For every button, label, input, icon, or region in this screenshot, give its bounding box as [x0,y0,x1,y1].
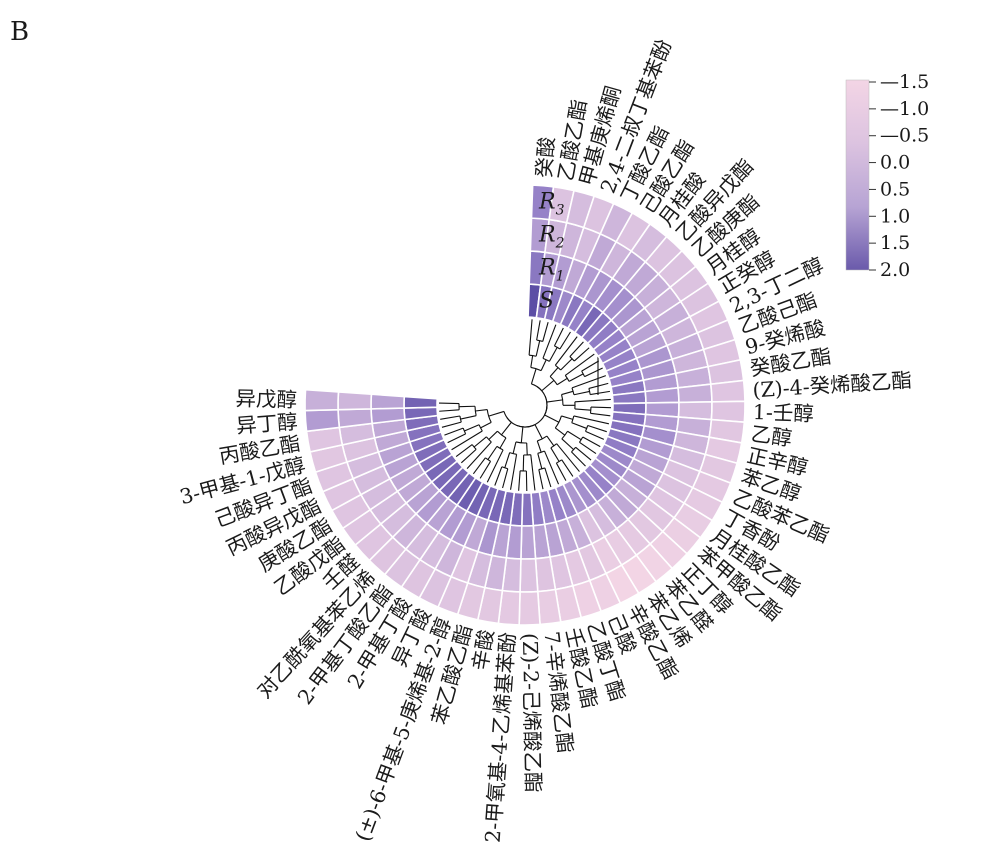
legend-label: 1.5 [880,232,910,254]
compound-label: 癸酸 [532,136,559,179]
heatmap-cell [337,391,373,411]
heatmap-cell [520,491,535,527]
heatmap-cell [677,383,713,404]
compound-label: 乙醇 [750,422,794,451]
legend-label: —0.5 [880,125,929,147]
legend-colorbar [845,79,870,271]
compound-label: 1-壬醇 [753,400,815,426]
heatmap-cell [370,393,406,410]
compound-label: 异丁醇 [235,410,298,438]
heatmap-cell [337,408,373,429]
legend-label: 2.0 [880,259,910,281]
color-legend: —1.5 —1.0 —0.5 0.0 0.5 1.0 1.5 2.0 [845,71,929,281]
heatmap-cell [709,379,746,403]
heatmap-cells [304,184,746,626]
ring-label: R3 [538,190,565,219]
heatmap-cell [403,395,439,409]
ring-labels: S R1 R2 R3 [538,190,565,314]
legend-label: —1.0 [880,98,929,120]
compound-label: (Z)-2-己烯酸乙酯 [518,633,545,793]
heatmap-cell [520,524,537,560]
ring-label: S [539,289,554,314]
heatmap-cell [518,590,541,626]
legend-label: —1.5 [880,71,929,93]
heatmap-cell [710,400,746,424]
heatmap-cell [519,557,539,593]
legend-label: 1.0 [880,205,910,227]
heatmap-cell [304,408,341,433]
legend-label: 0.0 [880,152,910,174]
panel-label: B [10,17,29,47]
compound-labels: 癸酸乙酸乙酯甲基庚烯酮2,4-二叔丁基苯酚丁酸乙酯己酸乙酯月桂酸乙酸异戊酯乙酸庚… [177,36,912,845]
heatmap-cell [304,388,340,412]
ring-label: R2 [538,223,565,252]
legend-label: 0.5 [880,178,910,200]
compound-label: 异戊醇 [235,387,297,412]
ring-label: R1 [538,256,565,285]
